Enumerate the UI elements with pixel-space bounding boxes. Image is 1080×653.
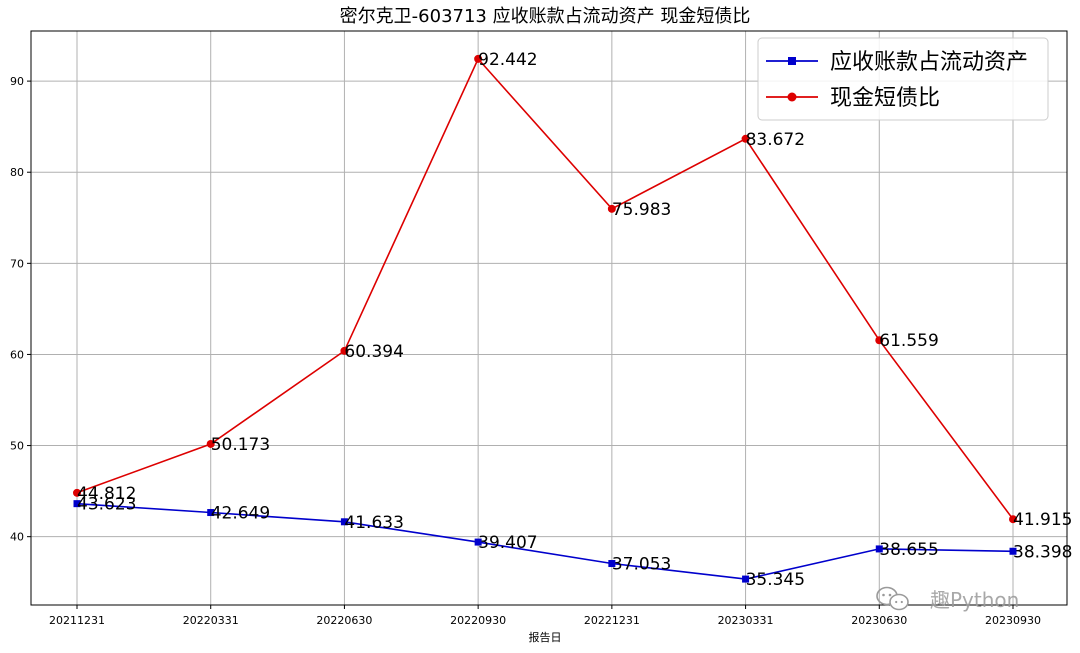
- legend-swatch-marker: [787, 92, 797, 102]
- axes: 20211231 20220331 20220630 20220930 20221231…: [10, 30, 1068, 627]
- x-tick-label: 20230331: [718, 614, 774, 627]
- y-tick-label: 50: [10, 440, 24, 453]
- data-point: [741, 134, 750, 143]
- data-point: [73, 488, 81, 497]
- x-tick-label: 20230630: [851, 614, 907, 627]
- data-point: [474, 54, 483, 63]
- data-labels: 43.623 42.649 41.633 39.407 37.053 35.345 38.6…: [77, 50, 1072, 590]
- series-layer: [73, 54, 1017, 583]
- y-tick-label: 70: [10, 257, 24, 270]
- plot-frame: [30, 30, 1068, 606]
- legend-label: 应收账款占流动资产: [830, 50, 1028, 75]
- data-label: 35.345: [746, 570, 805, 590]
- data-point: [607, 204, 616, 213]
- data-label: 61.559: [879, 331, 938, 351]
- data-point: [1009, 547, 1017, 555]
- chart-title: 密尔克卫-603713 应收账款占流动资产 现金短债比: [340, 6, 751, 27]
- data-label: 60.394: [344, 342, 403, 362]
- legend-box: [757, 37, 1049, 121]
- data-label: 43.623: [77, 495, 136, 515]
- x-tick-label: 20220930: [450, 614, 506, 627]
- x-tick-label: 20211231: [49, 614, 105, 627]
- data-label: 44.812: [77, 484, 136, 504]
- y-tick-label: 90: [10, 75, 24, 88]
- data-point: [875, 545, 883, 553]
- data-label: 75.983: [612, 200, 671, 220]
- data-point: [608, 560, 616, 568]
- data-point: [206, 439, 215, 448]
- data-label: 38.655: [879, 540, 938, 560]
- data-label: 41.915: [1013, 510, 1072, 530]
- y-tick-label: 40: [10, 531, 24, 544]
- data-label: 38.398: [1013, 542, 1072, 562]
- data-point: [340, 518, 348, 526]
- x-tick-label: 20221231: [584, 614, 640, 627]
- x-tick-label: 20230930: [985, 614, 1041, 627]
- data-label: 42.649: [211, 504, 270, 524]
- series-line-2: [76, 57, 1014, 520]
- x-tick-label: 20220331: [183, 614, 239, 627]
- watermark: 趣Python: [876, 586, 1019, 612]
- data-point: [474, 538, 482, 546]
- data-label: 39.407: [478, 533, 537, 553]
- x-axis-label: 报告日: [529, 630, 562, 644]
- data-point: [207, 509, 215, 517]
- data-point: [1009, 515, 1017, 524]
- watermark-text: 趣Python: [930, 588, 1019, 612]
- data-point: [73, 500, 81, 508]
- wechat-icon: [876, 586, 909, 611]
- data-point: [742, 575, 750, 583]
- x-tick-label: 20220630: [316, 614, 372, 627]
- y-tick-label: 80: [10, 166, 24, 179]
- data-label: 50.173: [211, 435, 270, 455]
- data-point: [875, 336, 884, 345]
- data-label: 41.633: [344, 513, 403, 533]
- data-point: [340, 346, 349, 355]
- data-label: 92.442: [478, 50, 537, 70]
- data-label: 37.053: [612, 555, 671, 575]
- y-tick-label: 60: [10, 348, 24, 361]
- legend-swatch-marker: [788, 57, 796, 65]
- data-label: 83.672: [746, 130, 805, 150]
- legend-label: 现金短债比: [830, 86, 940, 111]
- series-line-1: [76, 502, 1014, 580]
